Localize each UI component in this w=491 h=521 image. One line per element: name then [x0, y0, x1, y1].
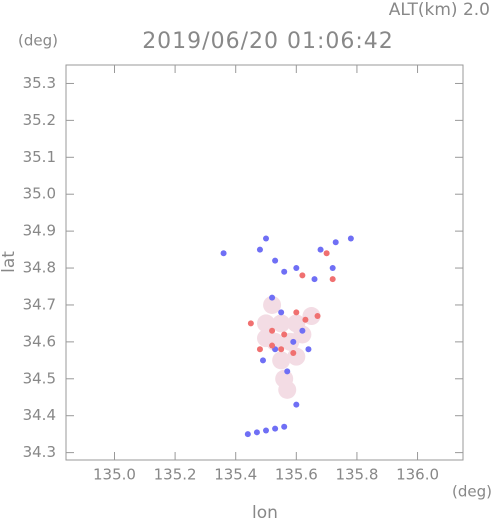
data-point — [287, 347, 306, 366]
y-tick-label: 35.0 — [23, 185, 56, 203]
y-unit: (deg) — [18, 32, 58, 50]
data-point — [305, 346, 312, 353]
plot-frame — [65, 64, 464, 461]
data-point — [247, 320, 254, 327]
data-point — [332, 239, 339, 246]
data-point — [244, 431, 251, 438]
y-axis-label: lat — [0, 251, 19, 273]
data-point — [311, 276, 318, 283]
data-point — [290, 349, 297, 356]
y-tick-label: 34.6 — [23, 332, 56, 350]
data-point — [278, 346, 285, 353]
x-axis-label: lon — [252, 503, 278, 521]
data-point — [278, 309, 285, 316]
data-point — [269, 327, 276, 334]
data-point — [278, 380, 297, 399]
data-point — [269, 294, 276, 301]
data-point — [281, 268, 288, 275]
data-point — [256, 346, 263, 353]
data-point — [329, 276, 336, 283]
data-point — [323, 250, 330, 257]
data-point — [293, 265, 300, 272]
data-point — [290, 338, 297, 345]
x-tick-label: 135.0 — [93, 466, 136, 484]
data-point — [263, 295, 282, 314]
data-point — [259, 357, 266, 364]
y-tick-label: 34.4 — [23, 406, 56, 424]
y-tick-label: 35.1 — [23, 148, 56, 166]
data-point — [293, 325, 312, 344]
data-point — [256, 246, 263, 253]
data-point — [317, 246, 324, 253]
x-tick-label: 135.2 — [154, 466, 197, 484]
x-tick-label: 135.6 — [275, 466, 318, 484]
data-point — [347, 235, 354, 242]
x-tick-label: 135.8 — [335, 466, 378, 484]
y-tick-label: 34.3 — [23, 443, 56, 461]
data-point — [314, 313, 321, 320]
data-point — [281, 423, 288, 430]
data-point — [302, 316, 309, 323]
data-point — [257, 314, 276, 333]
data-point — [257, 329, 276, 348]
data-point — [272, 314, 291, 333]
chart-title: 2019/06/20 01:06:42 — [142, 29, 394, 54]
data-point — [293, 309, 300, 316]
y-tick-label: 34.5 — [23, 369, 56, 387]
data-point — [253, 429, 260, 436]
y-tick-label: 34.9 — [23, 222, 56, 240]
data-point — [272, 351, 291, 370]
x-unit: (deg) — [452, 483, 491, 501]
data-point — [299, 327, 306, 334]
data-point — [299, 272, 306, 279]
y-tick-label: 35.2 — [23, 111, 56, 129]
data-point — [329, 265, 336, 272]
y-tick-label: 34.8 — [23, 259, 56, 277]
x-tick-label: 136.0 — [396, 466, 439, 484]
data-point — [220, 250, 227, 257]
data-point — [269, 342, 276, 349]
y-tick-label: 35.3 — [23, 74, 56, 92]
y-tick-label: 34.7 — [23, 295, 56, 313]
data-point — [263, 235, 270, 242]
subtitle: ALT(km) 2.0 — [389, 0, 490, 20]
data-point — [284, 368, 291, 375]
data-point — [281, 331, 288, 338]
data-point — [272, 425, 279, 432]
data-point — [272, 257, 279, 264]
data-point — [263, 427, 270, 434]
x-tick-label: 135.4 — [214, 466, 257, 484]
data-point — [293, 401, 300, 408]
